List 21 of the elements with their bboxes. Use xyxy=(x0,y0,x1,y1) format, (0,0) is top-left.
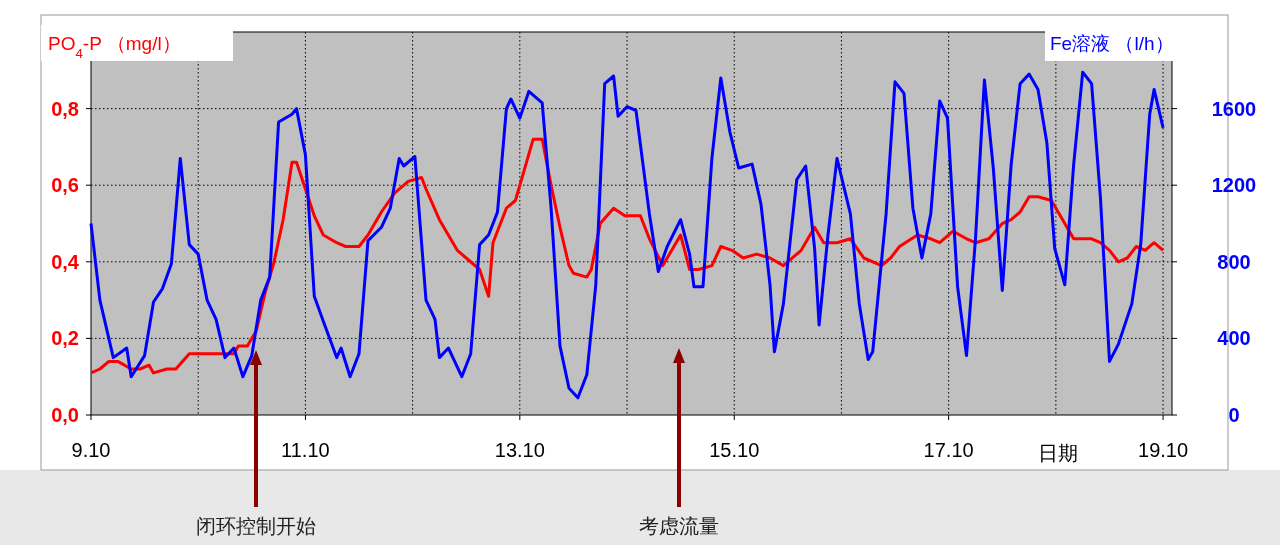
y-axis-title: PO$_{4}$-P （mg/l） xyxy=(48,33,181,61)
y-tick-label: 0,6 xyxy=(51,174,79,197)
y2-tick-label: 0 xyxy=(1228,404,1240,426)
x-tick-label: 11.10 xyxy=(281,439,330,461)
x-axis-title: 日期 xyxy=(1038,442,1078,464)
y2-axis-title: Fe溶液 （l/h） xyxy=(1050,33,1174,54)
y2-tick-label: 800 xyxy=(1217,250,1251,273)
y2-tick-label: 1600 xyxy=(1211,97,1257,120)
x-tick-label: 19.10 xyxy=(1138,439,1189,461)
x-tick-label: 13.10 xyxy=(494,439,545,461)
y-tick-label: 0,0 xyxy=(51,404,79,426)
x-tick-label: 9.10 xyxy=(71,439,111,461)
y-tick-label: 0,2 xyxy=(51,327,79,350)
y2-tick-label: 400 xyxy=(1217,327,1251,350)
text: 考虑流量 xyxy=(639,515,719,537)
y2-tick-label: 1200 xyxy=(1211,174,1257,197)
x-tick-label: 15.10 xyxy=(709,439,760,461)
y-tick-label: 0,8 xyxy=(51,97,79,120)
text: 闭环控制开始 xyxy=(196,515,316,537)
y-tick-label: 0,4 xyxy=(51,250,80,273)
x-tick-label: 17.10 xyxy=(923,439,974,461)
